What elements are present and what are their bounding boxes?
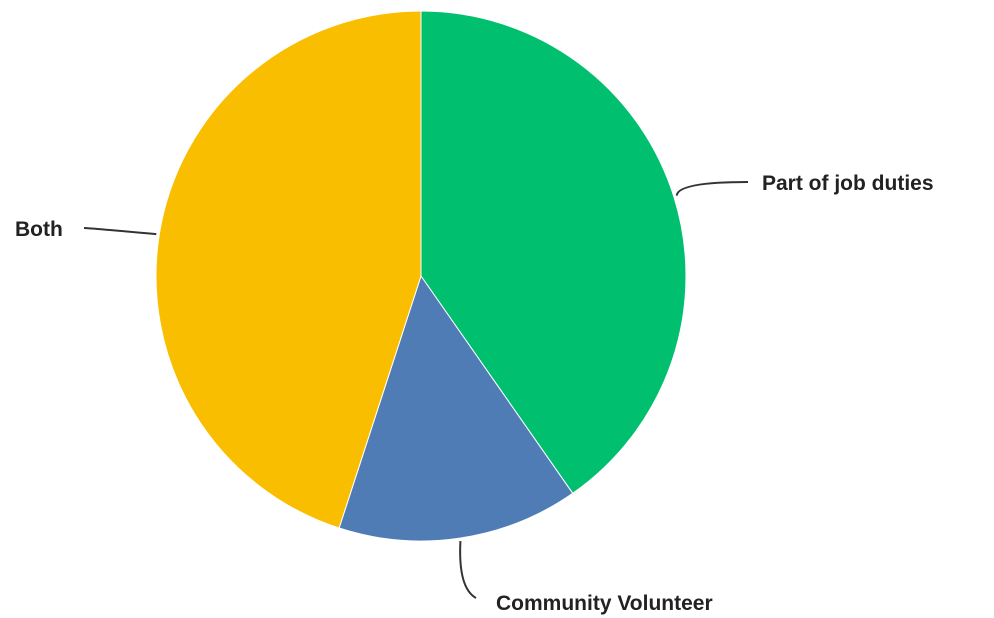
pie-slice-community-volunteer [338, 274, 574, 542]
slice-label: Part of job duties [762, 172, 934, 195]
leader-line [83, 227, 157, 236]
leader-line [459, 541, 477, 599]
slice-label: Community Volunteer [496, 592, 713, 615]
slice-label: Both [15, 218, 63, 241]
pie-labels: Part of job duties Community Volunteer Bot… [15, 172, 934, 615]
pie-slices [155, 10, 687, 542]
leader-line [675, 181, 749, 196]
pie-slice-both [155, 10, 422, 529]
pie-slice-part-of-job-duties [420, 10, 687, 494]
